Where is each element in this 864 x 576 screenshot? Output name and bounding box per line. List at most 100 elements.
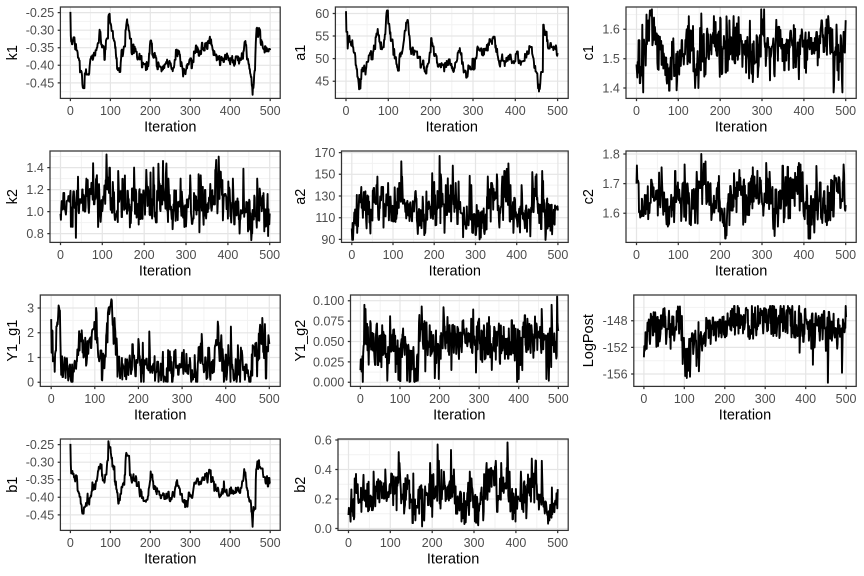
svg-text:-0.45: -0.45 — [26, 508, 55, 522]
svg-text:-156: -156 — [603, 367, 628, 381]
svg-text:0.075: 0.075 — [313, 315, 344, 329]
svg-text:3: 3 — [27, 301, 34, 315]
svg-text:-0.40: -0.40 — [26, 491, 55, 505]
svg-text:100: 100 — [100, 104, 121, 118]
svg-text:0: 0 — [633, 104, 640, 118]
svg-text:0.050: 0.050 — [313, 335, 344, 349]
svg-text:200: 200 — [140, 536, 161, 550]
svg-text:300: 300 — [176, 248, 197, 262]
svg-text:500: 500 — [259, 392, 280, 406]
svg-text:45: 45 — [315, 75, 329, 89]
svg-text:400: 400 — [220, 104, 241, 118]
svg-text:110: 110 — [315, 211, 335, 225]
svg-text:500: 500 — [835, 104, 856, 118]
svg-text:1.0: 1.0 — [26, 205, 43, 219]
svg-text:0.100: 0.100 — [313, 294, 344, 308]
svg-text:200: 200 — [134, 248, 155, 262]
svg-text:1.6: 1.6 — [602, 207, 619, 221]
svg-text:500: 500 — [547, 104, 568, 118]
svg-text:150: 150 — [314, 168, 335, 182]
svg-text:c2: c2 — [581, 189, 597, 204]
svg-text:500: 500 — [260, 536, 281, 550]
svg-text:0: 0 — [348, 248, 355, 262]
svg-text:400: 400 — [793, 104, 814, 118]
svg-text:Iteration: Iteration — [715, 264, 767, 280]
svg-text:Iteration: Iteration — [426, 120, 478, 136]
svg-text:1.6: 1.6 — [602, 23, 619, 37]
svg-text:Iteration: Iteration — [715, 120, 767, 136]
svg-text:b1: b1 — [5, 477, 21, 493]
svg-text:500: 500 — [259, 248, 280, 262]
svg-text:500: 500 — [547, 536, 568, 550]
svg-text:100: 100 — [668, 248, 689, 262]
svg-text:500: 500 — [836, 392, 857, 406]
svg-text:300: 300 — [180, 104, 201, 118]
svg-text:1.7: 1.7 — [602, 177, 619, 191]
svg-text:Iteration: Iteration — [134, 408, 186, 424]
svg-text:400: 400 — [217, 248, 238, 262]
svg-text:0.000: 0.000 — [313, 376, 344, 390]
svg-text:100: 100 — [100, 536, 121, 550]
svg-text:a1: a1 — [293, 45, 309, 61]
svg-text:400: 400 — [505, 104, 526, 118]
svg-text:0.0: 0.0 — [314, 522, 331, 536]
svg-text:500: 500 — [547, 248, 568, 262]
svg-text:0: 0 — [640, 392, 647, 406]
svg-text:300: 300 — [755, 392, 776, 406]
svg-text:200: 200 — [420, 104, 441, 118]
svg-text:200: 200 — [422, 536, 443, 550]
svg-text:170: 170 — [314, 146, 335, 160]
svg-text:500: 500 — [835, 248, 856, 262]
svg-text:400: 400 — [215, 392, 236, 406]
svg-text:300: 300 — [180, 536, 201, 550]
svg-text:200: 200 — [714, 392, 735, 406]
svg-text:200: 200 — [424, 248, 445, 262]
svg-text:Y1_g1: Y1_g1 — [5, 320, 21, 362]
svg-text:Iteration: Iteration — [429, 264, 481, 280]
svg-text:50: 50 — [315, 52, 329, 66]
svg-text:100: 100 — [92, 248, 113, 262]
svg-text:100: 100 — [383, 248, 404, 262]
svg-text:0: 0 — [67, 536, 74, 550]
svg-text:1.2: 1.2 — [26, 183, 43, 197]
svg-text:100: 100 — [674, 392, 695, 406]
svg-text:Iteration: Iteration — [719, 408, 771, 424]
svg-text:300: 300 — [465, 248, 486, 262]
svg-text:100: 100 — [668, 104, 689, 118]
svg-text:0: 0 — [57, 248, 64, 262]
svg-text:300: 300 — [464, 536, 485, 550]
svg-text:1.4: 1.4 — [602, 81, 619, 95]
svg-text:200: 200 — [710, 104, 731, 118]
svg-text:200: 200 — [710, 248, 731, 262]
svg-text:-0.25: -0.25 — [26, 438, 55, 452]
svg-text:55: 55 — [315, 29, 329, 43]
svg-text:400: 400 — [793, 248, 814, 262]
svg-text:a2: a2 — [293, 189, 309, 205]
svg-text:0.8: 0.8 — [26, 227, 43, 241]
svg-text:1.4: 1.4 — [26, 161, 43, 175]
svg-text:1.5: 1.5 — [602, 52, 619, 66]
svg-text:Iteration: Iteration — [139, 264, 191, 280]
svg-text:90: 90 — [321, 233, 335, 247]
svg-text:400: 400 — [795, 392, 816, 406]
svg-text:60: 60 — [315, 7, 329, 21]
svg-text:Iteration: Iteration — [427, 552, 479, 568]
svg-text:b2: b2 — [293, 477, 309, 493]
svg-text:k2: k2 — [5, 189, 21, 204]
svg-text:-0.45: -0.45 — [26, 76, 55, 90]
svg-text:-0.40: -0.40 — [26, 59, 55, 73]
svg-text:0: 0 — [27, 376, 34, 390]
svg-text:-0.30: -0.30 — [26, 456, 55, 470]
svg-text:-0.35: -0.35 — [26, 473, 55, 487]
svg-text:400: 400 — [220, 536, 241, 550]
svg-text:c1: c1 — [581, 45, 597, 60]
svg-text:0: 0 — [67, 104, 74, 118]
svg-text:-0.25: -0.25 — [26, 6, 55, 20]
svg-text:130: 130 — [314, 189, 335, 203]
svg-text:500: 500 — [260, 104, 281, 118]
svg-text:0: 0 — [357, 392, 364, 406]
svg-text:LogPost: LogPost — [581, 314, 597, 367]
svg-text:Iteration: Iteration — [144, 120, 196, 136]
svg-text:200: 200 — [429, 392, 450, 406]
svg-text:300: 300 — [752, 248, 773, 262]
